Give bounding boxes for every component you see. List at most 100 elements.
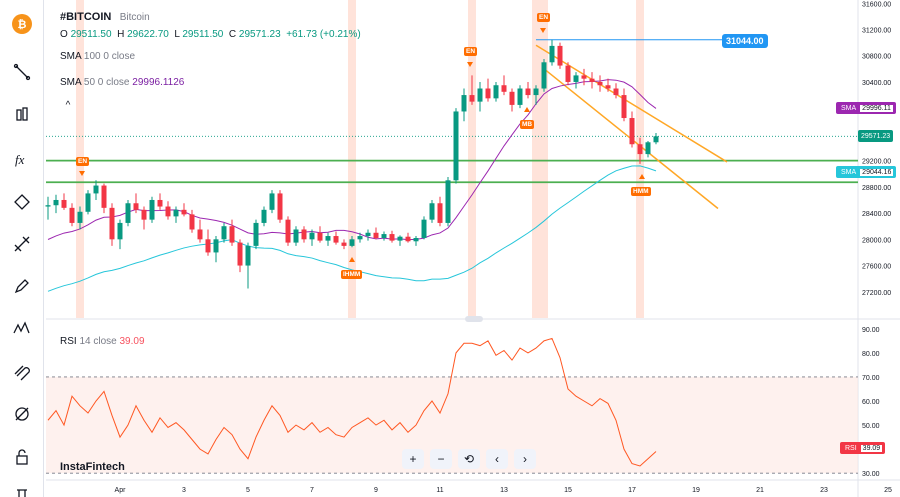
candle-body [341, 242, 347, 246]
close-label: C [228, 29, 237, 40]
event-en-3[interactable]: EN [537, 13, 551, 22]
cursor-icon[interactable] [8, 58, 36, 86]
candle-body [653, 136, 659, 143]
event-arrow-down-icon [467, 62, 473, 67]
sma100-tag-value: 29044.16 [860, 168, 894, 176]
bitcoin-logo[interactable]: ₿ [8, 10, 36, 38]
sma50-value: 29996.1126 [132, 77, 185, 88]
lock-icon[interactable] [8, 443, 36, 471]
symbol-description: Bitcoin [119, 12, 150, 23]
candle-body [277, 193, 283, 220]
candle-body [157, 199, 163, 207]
price-tick-label: 30800.00 [862, 54, 891, 61]
pattern-icon[interactable] [8, 188, 36, 216]
collapse-legend-button[interactable]: ^ [65, 99, 71, 111]
time-tick-label: 19 [692, 487, 700, 494]
candle-body [181, 209, 187, 215]
zoom-in-button[interactable]: + [402, 449, 424, 469]
candle-body [469, 95, 475, 102]
sma100-legend[interactable]: SMA 100 0 close [60, 51, 135, 62]
candle-body [525, 88, 531, 96]
candle-body [109, 207, 115, 240]
event-hmm[interactable]: HMM [631, 187, 651, 196]
rsi-tick-label: 70.00 [862, 375, 880, 382]
candle-body [253, 222, 259, 246]
price-axis: 31600.0031200.0030800.0030400.0030000.00… [862, 1, 891, 296]
sma50-tag-label: SMA [841, 104, 857, 112]
price-callout[interactable]: 31044.00 [722, 34, 768, 48]
fx-indicator-icon[interactable]: fx [8, 145, 36, 173]
symbol-name[interactable]: #BITCOIN [60, 11, 112, 23]
candle-body [325, 236, 331, 241]
time-axis: Apr 3 5 7 9 11 13 15 17 19 21 23 25 [115, 487, 892, 494]
pencil-icon[interactable] [8, 272, 36, 300]
trend-line-icon[interactable] [8, 101, 36, 129]
rsi-tick-label: 30.00 [862, 471, 880, 478]
hide-drawings-icon[interactable] [8, 400, 36, 428]
candle-body [213, 239, 219, 253]
event-ihmm[interactable]: IHMM [341, 270, 363, 279]
candle-body [349, 239, 355, 246]
rsi-tag-value: 39.09 [860, 444, 883, 452]
candle-body [397, 236, 403, 241]
reset-chart-button[interactable]: ⟲ [458, 449, 480, 469]
scroll-right-button[interactable]: › [514, 449, 536, 469]
price-tick-label: 28400.00 [862, 211, 891, 218]
magnet-icon[interactable] [8, 357, 36, 385]
candle-body [133, 203, 139, 210]
price-tick-label: 27200.00 [862, 290, 891, 297]
candle-body [549, 45, 555, 63]
waves-icon[interactable] [8, 314, 36, 342]
time-tick-label: 11 [436, 487, 443, 494]
sma50-axis-tag: SMA 29996.11 [836, 102, 896, 114]
change-value: +61.73 (+0.21%) [286, 29, 361, 40]
brush-icon[interactable] [8, 230, 36, 258]
rsi-tick-label: 80.00 [862, 351, 880, 358]
candle-body [141, 209, 147, 220]
candle-body [221, 226, 227, 240]
sma50-legend[interactable]: SMA 50 0 close 29996.1126 [60, 77, 184, 88]
candle-body [437, 203, 443, 223]
candle-body [93, 185, 99, 194]
rsi-params: 14 close [79, 336, 117, 347]
time-tick-label: 23 [820, 487, 828, 494]
price-tick-label: 28800.00 [862, 185, 891, 192]
time-tick-label: 9 [374, 487, 378, 494]
candle-body [333, 236, 339, 243]
event-band [540, 0, 548, 318]
candle-body [405, 236, 411, 242]
candle-body [621, 95, 627, 119]
zoom-out-button[interactable]: − [430, 449, 452, 469]
scroll-left-button[interactable]: ‹ [486, 449, 508, 469]
candle-body [533, 88, 539, 96]
close-value: 29571.23 [238, 29, 281, 40]
trash-icon[interactable] [8, 480, 36, 497]
candle-body [85, 193, 91, 212]
price-tick-label: 31200.00 [862, 28, 891, 35]
candle-body [77, 211, 83, 223]
event-mb[interactable]: MB [520, 120, 535, 129]
drawing-toolbar: ₿ fx [0, 0, 44, 497]
candle-body [61, 199, 67, 208]
time-tick-label: 17 [628, 487, 636, 494]
candle-body [53, 199, 59, 206]
rsi-tick-label: 90.00 [862, 327, 880, 334]
candle-body [597, 81, 603, 86]
chart-navigation: + − ⟲ ‹ › [402, 449, 536, 469]
svg-text:₿: ₿ [18, 19, 27, 31]
event-en-1[interactable]: EN [76, 157, 90, 166]
candle-body [149, 199, 155, 220]
time-tick-label: 5 [246, 487, 250, 494]
rsi-legend[interactable]: RSI 14 close 39.09 [60, 336, 145, 347]
candle-body [165, 206, 171, 217]
candle-body [541, 62, 547, 89]
rsi-band [46, 376, 858, 474]
last-price-tag: 29571.23 [858, 130, 894, 142]
candle-body [645, 142, 651, 155]
event-en-2[interactable]: EN [464, 47, 478, 56]
open-value: 29511.50 [70, 29, 112, 40]
pane-divider-handle[interactable] [465, 316, 483, 322]
event-band [468, 0, 476, 318]
